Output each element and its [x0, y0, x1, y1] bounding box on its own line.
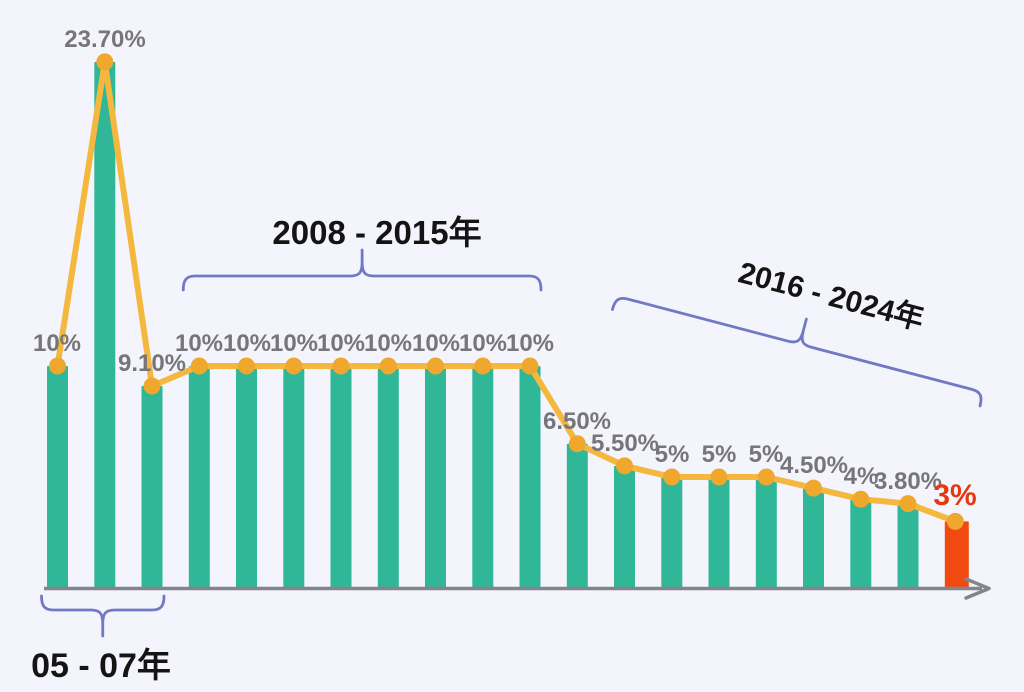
- value-label-2006: 23.70%: [64, 26, 146, 53]
- group-label-05-07: 05 - 07年: [31, 647, 171, 685]
- data-point-2012: [379, 357, 397, 375]
- data-point-2014: [474, 357, 492, 375]
- bar-2015: [519, 366, 541, 590]
- value-label-2015: 10%: [505, 330, 555, 357]
- data-point-2005: [49, 357, 66, 375]
- bracket-05-07: [40, 594, 166, 638]
- bar-2024: [944, 521, 969, 590]
- value-label-2023: 3.80%: [873, 468, 943, 495]
- bracket-2016-2024: [611, 296, 983, 408]
- bar-2013: [425, 366, 446, 590]
- bar-2010: [283, 366, 305, 590]
- bar-2020: [755, 477, 777, 590]
- data-point-2013: [427, 357, 444, 375]
- value-label-2012: 10%: [363, 330, 413, 357]
- data-point-2008: [190, 357, 208, 375]
- bar-2007: [141, 386, 163, 590]
- value-label-2019: 5%: [701, 441, 737, 468]
- value-label-2020: 5%: [748, 441, 784, 468]
- data-point-2020: [757, 468, 775, 486]
- bar-2012: [377, 366, 399, 590]
- data-point-2009: [238, 357, 255, 375]
- bar-2016: [566, 443, 588, 590]
- data-point-2024: [946, 512, 964, 530]
- data-point-2021: [805, 479, 822, 497]
- value-label-2014: 10%: [458, 330, 508, 357]
- value-label-2021: 4.50%: [779, 452, 849, 479]
- data-point-2016: [568, 435, 586, 453]
- value-label-2017: 5.50%: [590, 430, 660, 457]
- value-label-2010: 10%: [269, 330, 319, 357]
- bar-2022: [850, 499, 872, 590]
- data-point-2011: [332, 357, 350, 375]
- value-label-2022: 4%: [843, 463, 879, 490]
- value-label-2009: 10%: [222, 330, 272, 357]
- data-point-2023: [899, 495, 917, 513]
- value-label-2008: 10%: [174, 330, 224, 357]
- value-label-2007: 9.10%: [117, 350, 187, 377]
- data-point-2006: [96, 53, 114, 71]
- value-label-2018: 5%: [654, 441, 690, 468]
- bar-2017: [614, 465, 635, 590]
- value-label-2016: 6.50%: [542, 408, 612, 435]
- bracket-2008-2015: [181, 248, 543, 292]
- data-point-2019: [710, 468, 728, 486]
- bar-2021: [803, 488, 824, 590]
- data-point-2015: [521, 357, 539, 375]
- bar-2011: [330, 366, 352, 590]
- data-point-2017: [616, 457, 633, 475]
- value-label-2005: 10%: [32, 330, 82, 357]
- data-point-2022: [852, 490, 870, 508]
- data-point-2010: [285, 357, 303, 375]
- bar-2023: [897, 503, 919, 590]
- bar-2014: [472, 366, 494, 590]
- bar-2006: [94, 61, 116, 590]
- bar-2005: [47, 366, 68, 590]
- bar-2018: [661, 477, 683, 590]
- data-point-2007: [143, 377, 161, 395]
- bar-2009: [236, 366, 257, 590]
- value-label-2013: 10%: [411, 330, 461, 357]
- group-label-2008-2015: 2008 - 2015年: [272, 214, 482, 251]
- bar-2019: [708, 477, 730, 590]
- x-axis-arrow: [964, 577, 991, 600]
- bar-2008: [188, 366, 210, 590]
- value-label-2024: 3%: [933, 479, 977, 512]
- data-point-2018: [663, 468, 681, 486]
- value-label-2011: 10%: [316, 330, 366, 357]
